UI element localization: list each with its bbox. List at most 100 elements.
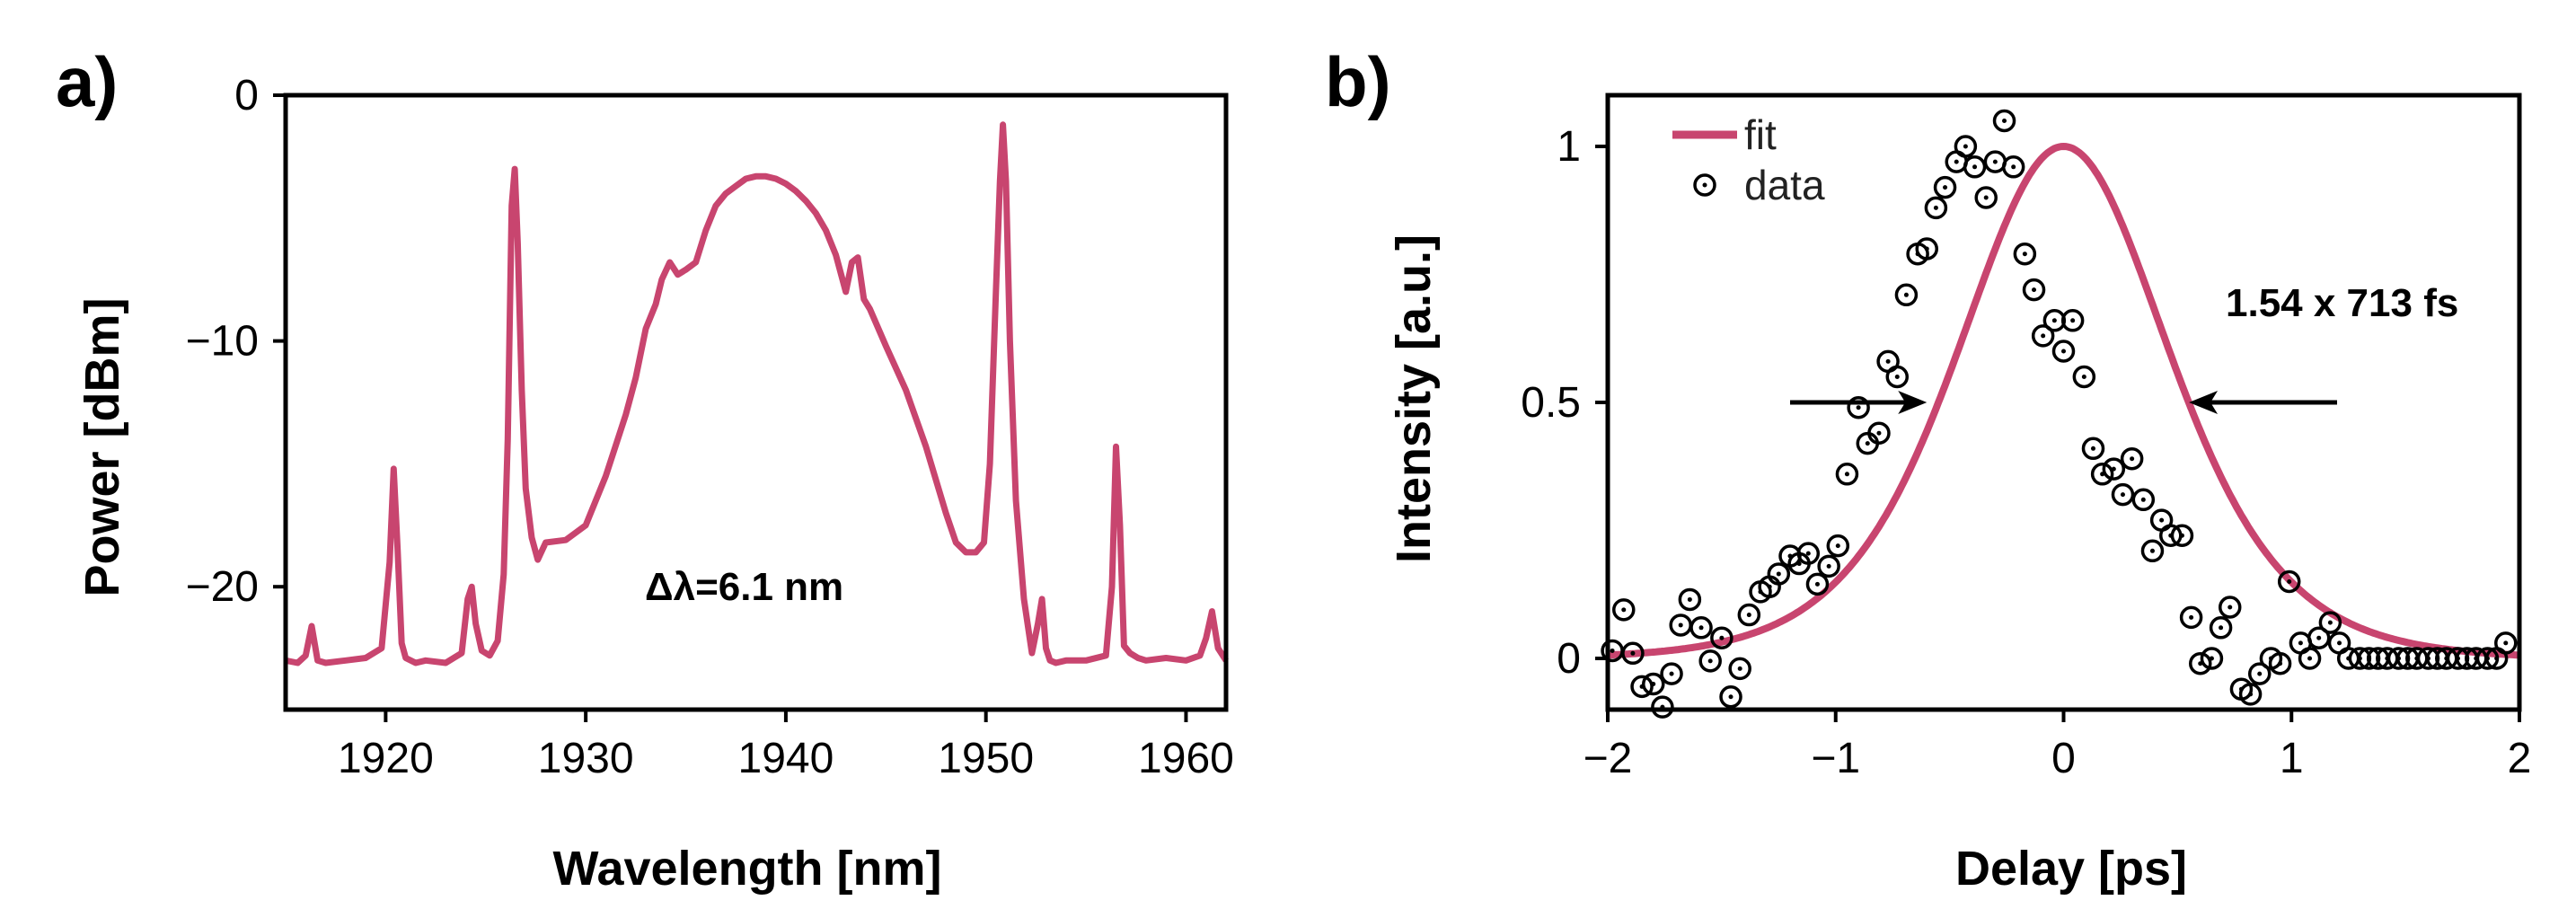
panel-b-data-point-dot: [1992, 159, 1998, 164]
panel-a-ytick-label: −20: [186, 563, 259, 611]
panel-b-data-point: [1796, 542, 1821, 565]
panel-b-data-point-dot: [1621, 607, 1627, 613]
panel-b-xlabel: Delay [ps]: [1955, 842, 2187, 896]
panel-b-data-point-dot: [1903, 292, 1909, 297]
panel-b-data-point: [1963, 155, 1987, 179]
panel-b-data-point: [1992, 109, 2016, 133]
panel-b-data-point-dot: [2130, 456, 2135, 462]
panel-b-data-point-dot: [1876, 430, 1882, 436]
panel-b-xtick-label: 1: [2280, 735, 2304, 782]
panel-b-data-point: [2051, 340, 2076, 363]
panel-b-data-point-dot: [2307, 656, 2313, 661]
panel-b-data-point-dot: [1728, 694, 1734, 700]
panel-b-data-point-dot: [1963, 144, 1968, 149]
panel-b-data-point-dot: [1943, 185, 1948, 190]
legend-data-marker-dot: [1702, 182, 1707, 188]
panel-b-data-point-dot: [1844, 472, 1849, 477]
panel-b-data-point: [1689, 616, 1713, 640]
panel-b-data-point: [2001, 155, 2025, 179]
panel-b-frame: [1605, 93, 2522, 712]
panel-b-data-point-dot: [2298, 640, 2303, 646]
panel-b-data-point-dot: [1767, 584, 1772, 589]
panel-b-data-point: [1817, 554, 1840, 578]
panel-b-data-point: [2268, 651, 2292, 675]
legend-data-marker: [1693, 173, 1716, 197]
panel-b-data-point: [1612, 598, 1636, 622]
panel-b-data-point-dot: [1698, 625, 1704, 631]
panel-b-data-point-dot: [1865, 441, 1870, 446]
panel-b: b) Intensity [a.u.] Delay [ps] −2 −1 0 1 2 1 0…: [1325, 42, 2531, 896]
panel-b-data-point: [1826, 534, 1850, 558]
panel-b-data-point: [2140, 539, 2165, 563]
panel-b-data-point: [2131, 488, 2156, 512]
panel-b-data-point: [1678, 587, 1702, 612]
panel-b-data-point: [1728, 657, 1751, 681]
panel-a-ytick-label: 0: [234, 72, 259, 119]
panel-b-data-point: [1835, 463, 1859, 486]
panel-b-data-point: [2200, 647, 2224, 670]
panel-b-xtick-label: 0: [2051, 735, 2076, 782]
panel-b-data-point-dot: [1885, 358, 1891, 364]
panel-b-data-point-dot: [2140, 497, 2146, 502]
panel-b-data-point: [1933, 175, 1957, 199]
panel-b-data-point-dot: [1746, 613, 1751, 618]
panel-a: a) Power [dBm] Wavelength [nm] 1920 1930 1…: [56, 42, 1234, 896]
panel-a-xtick-label: 1920: [338, 735, 434, 782]
panel-b-data-point-dot: [1630, 650, 1636, 656]
panel-b-ylabel: Intensity [a.u.]: [1387, 234, 1441, 563]
legend-data-label: data: [1744, 162, 1825, 208]
panel-b-data-point: [2120, 446, 2144, 471]
panel-b-data-point-dot: [2228, 605, 2233, 610]
panel-b-plot-area: [1601, 109, 2520, 719]
panel-a-ylabel: Power [dBm]: [75, 297, 129, 596]
panel-b-data-point: [2013, 242, 2037, 266]
panel-b-data-point-dot: [1610, 648, 1615, 653]
panel-b-data-point-dot: [1954, 159, 1959, 164]
panel-b-data-point: [2022, 278, 2046, 302]
panel-b-ytick-label: 0.5: [1521, 379, 1581, 427]
panel-b-data-point-dot: [2179, 533, 2184, 538]
panel-b-data-point: [2238, 683, 2263, 706]
panel-b-data-point-dot: [1805, 551, 1811, 556]
panel-b-data-point-dot: [2051, 318, 2057, 323]
panel-b-data-point: [1737, 603, 1761, 627]
panel-b-data-point-dot: [1796, 561, 1802, 567]
panel-a-xtick-label: 1960: [1138, 735, 1234, 782]
panel-b-data-point: [2209, 616, 2233, 640]
panel-a-label: a): [56, 42, 118, 121]
panel-b-data-point: [1847, 395, 1870, 419]
panel-b-data-point-dot: [2209, 656, 2214, 661]
panel-b-data-point: [2494, 631, 2518, 655]
panel-b-data-point-dot: [1972, 164, 1978, 170]
legend-fit-label: fit: [1744, 111, 1777, 158]
panel-b-fit-curve: [1607, 142, 2520, 659]
panel-b-data-point-dot: [2337, 640, 2342, 646]
panel-b-data-point-dot: [2503, 640, 2509, 646]
panel-b-data-point-dot: [1687, 596, 1692, 602]
panel-a-annotation: Δλ=6.1 nm: [645, 565, 843, 609]
panel-b-data-point-dot: [2189, 614, 2194, 620]
panel-b-data-point-dot: [2011, 164, 2016, 170]
panel-b-data-point-dot: [1719, 635, 1725, 640]
panel-a-ytick-label: −10: [186, 318, 259, 366]
panel-a-ticks: 1920 1930 1940 1950 1960 0 −10 −20: [186, 72, 1234, 782]
panel-b-data-point: [2102, 457, 2126, 481]
panel-b-data-point-dot: [1814, 581, 1820, 587]
panel-b-xtick-label: −1: [1811, 735, 1860, 782]
panel-b-data-point-dot: [1983, 195, 1989, 200]
panel-b-data-point: [1651, 695, 1674, 719]
panel-b-data-point: [2218, 596, 2242, 619]
panel-b-data-point-dot: [2327, 620, 2333, 625]
panel-b-data-point: [2060, 309, 2085, 332]
panel-b-data-point: [2090, 463, 2114, 486]
panel-b-data-point-dot: [2061, 349, 2066, 354]
panel-b-data-point-dot: [1651, 682, 1656, 686]
panel-b-data-point-dot: [2149, 548, 2155, 553]
panel-b-xtick-label: 2: [2508, 735, 2532, 782]
panel-b-data-point-dot: [1924, 246, 1929, 252]
panel-b-data-point: [1660, 662, 1683, 685]
panel-b-data-point: [1719, 685, 1742, 709]
panel-a-plot-area: [285, 121, 1229, 666]
panel-b-data-point-dot: [1826, 563, 1831, 569]
